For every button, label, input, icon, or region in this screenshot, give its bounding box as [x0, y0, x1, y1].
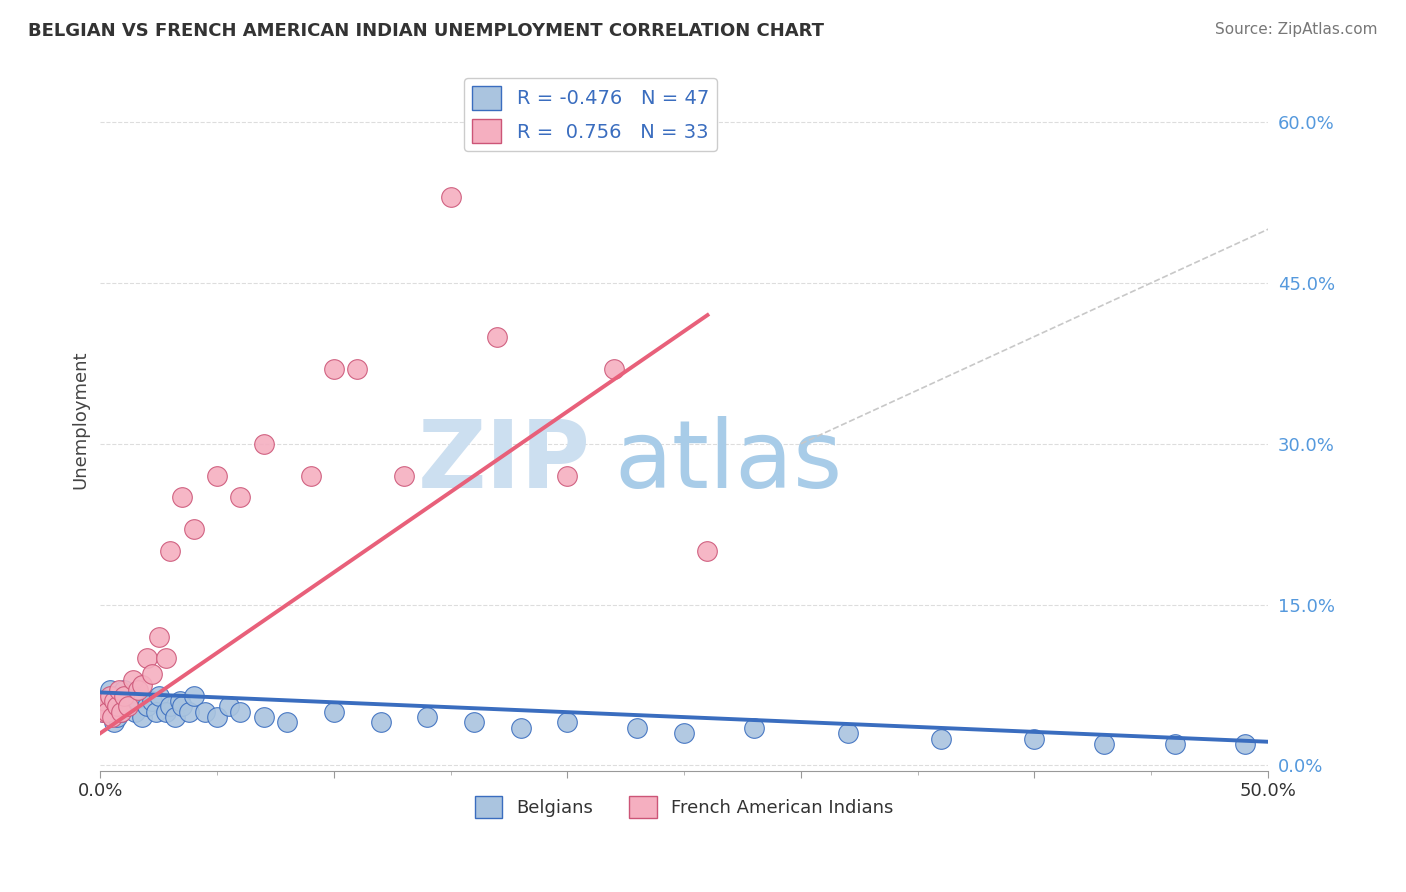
- Point: [370, 715, 392, 730]
- Point: [253, 710, 276, 724]
- Point: [172, 699, 194, 714]
- Point: [117, 699, 139, 714]
- Point: [742, 721, 765, 735]
- Point: [1163, 737, 1185, 751]
- Point: [131, 710, 153, 724]
- Point: [696, 544, 718, 558]
- Point: [122, 689, 145, 703]
- Point: [1094, 737, 1116, 751]
- Point: [112, 683, 135, 698]
- Point: [673, 726, 696, 740]
- Point: [218, 699, 240, 714]
- Point: [183, 523, 205, 537]
- Point: [98, 683, 121, 698]
- Point: [131, 678, 153, 692]
- Point: [117, 699, 139, 714]
- Point: [169, 694, 191, 708]
- Y-axis label: Unemployment: Unemployment: [72, 351, 89, 489]
- Point: [98, 689, 121, 703]
- Point: [194, 705, 217, 719]
- Point: [509, 721, 531, 735]
- Point: [322, 361, 344, 376]
- Point: [148, 630, 170, 644]
- Point: [101, 710, 124, 724]
- Point: [155, 651, 177, 665]
- Point: [110, 705, 132, 719]
- Point: [205, 469, 228, 483]
- Point: [253, 436, 276, 450]
- Point: [416, 710, 439, 724]
- Point: [112, 689, 135, 703]
- Text: ZIP: ZIP: [418, 416, 591, 508]
- Point: [165, 710, 187, 724]
- Point: [1024, 731, 1046, 746]
- Point: [159, 699, 181, 714]
- Point: [105, 710, 128, 724]
- Point: [141, 667, 163, 681]
- Point: [276, 715, 298, 730]
- Point: [229, 491, 252, 505]
- Point: [96, 705, 118, 719]
- Point: [439, 190, 461, 204]
- Point: [94, 694, 117, 708]
- Point: [603, 361, 626, 376]
- Point: [929, 731, 952, 746]
- Point: [91, 705, 114, 719]
- Point: [557, 469, 579, 483]
- Point: [172, 491, 194, 505]
- Point: [626, 721, 648, 735]
- Point: [136, 651, 159, 665]
- Point: [148, 689, 170, 703]
- Point: [94, 694, 117, 708]
- Point: [103, 715, 125, 730]
- Point: [346, 361, 368, 376]
- Point: [299, 469, 322, 483]
- Point: [1233, 737, 1256, 751]
- Point: [155, 705, 177, 719]
- Point: [127, 694, 149, 708]
- Point: [177, 705, 200, 719]
- Point: [392, 469, 415, 483]
- Point: [159, 544, 181, 558]
- Point: [110, 705, 132, 719]
- Point: [205, 710, 228, 724]
- Text: BELGIAN VS FRENCH AMERICAN INDIAN UNEMPLOYMENT CORRELATION CHART: BELGIAN VS FRENCH AMERICAN INDIAN UNEMPL…: [28, 22, 824, 40]
- Point: [91, 705, 114, 719]
- Point: [108, 683, 131, 698]
- Point: [96, 699, 118, 714]
- Point: [103, 694, 125, 708]
- Point: [837, 726, 859, 740]
- Legend: Belgians, French American Indians: Belgians, French American Indians: [468, 789, 901, 825]
- Point: [463, 715, 485, 730]
- Point: [229, 705, 252, 719]
- Point: [127, 683, 149, 698]
- Text: Source: ZipAtlas.com: Source: ZipAtlas.com: [1215, 22, 1378, 37]
- Point: [108, 694, 131, 708]
- Point: [101, 689, 124, 703]
- Point: [557, 715, 579, 730]
- Point: [322, 705, 344, 719]
- Point: [136, 699, 159, 714]
- Point: [105, 699, 128, 714]
- Point: [124, 705, 146, 719]
- Point: [183, 689, 205, 703]
- Point: [141, 694, 163, 708]
- Point: [145, 705, 167, 719]
- Point: [486, 329, 509, 343]
- Point: [122, 673, 145, 687]
- Text: atlas: atlas: [614, 416, 842, 508]
